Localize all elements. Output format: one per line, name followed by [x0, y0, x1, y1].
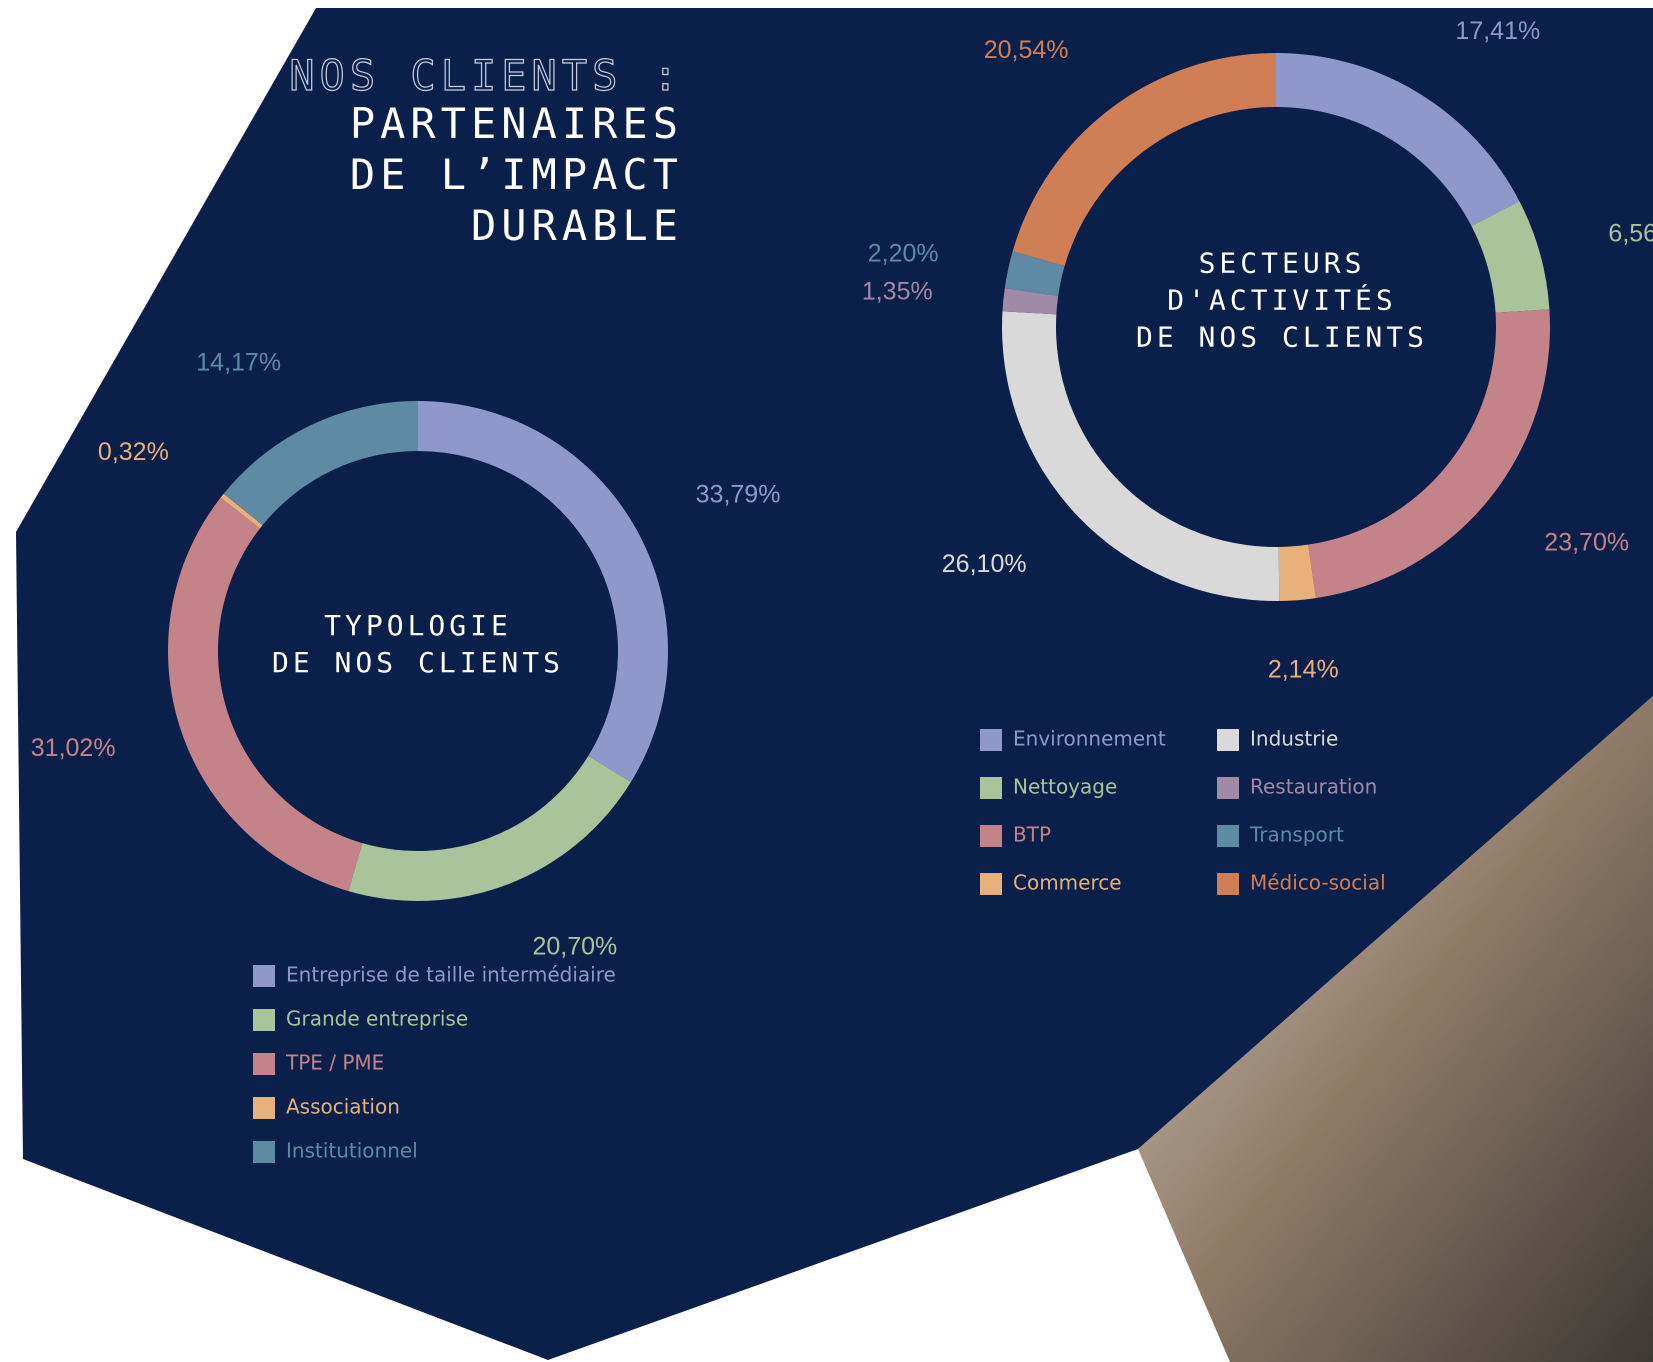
chart-title: D'ACTIVITÉS: [1167, 283, 1396, 317]
value-label: 2,20%: [868, 239, 939, 267]
legend-label: Grande entreprise: [286, 1007, 468, 1031]
donut-segment: [348, 755, 631, 901]
legend-label: Transport: [1249, 823, 1344, 847]
value-label: 33,79%: [696, 481, 781, 509]
donut-segment: [220, 493, 263, 529]
value-label: 26,10%: [942, 550, 1027, 578]
legend-label: BTP: [1013, 823, 1051, 847]
donut-segment: [1308, 309, 1550, 599]
background-shape: [16, 8, 1653, 1360]
value-label: 31,02%: [31, 734, 116, 762]
value-label: 1,35%: [862, 277, 933, 305]
donut-segment: [418, 401, 668, 783]
legend-label: TPE / PME: [285, 1051, 384, 1075]
value-label: 23,70%: [1544, 529, 1629, 557]
legend-label: Entreprise de taille intermédiaire: [286, 963, 616, 987]
legend-swatch: [1217, 777, 1239, 799]
donut-segment: [1001, 311, 1280, 601]
legend-swatch: [253, 1009, 275, 1031]
legend-swatch: [253, 1053, 275, 1075]
donut-segment: [1278, 544, 1316, 601]
legend-label: Institutionnel: [286, 1139, 418, 1163]
legend-swatch: [980, 777, 1002, 799]
donut-segment: [1012, 53, 1276, 267]
donut-segment: [223, 401, 418, 526]
legend-label: Restauration: [1250, 775, 1377, 799]
donut-segment: [1004, 251, 1065, 296]
legend-swatch: [980, 825, 1002, 847]
donut-segment: [1002, 288, 1059, 315]
heading-line: DURABLE: [471, 201, 683, 250]
donut-segment: [167, 497, 363, 892]
donut-segment: [1276, 53, 1520, 227]
heading-line: PARTENAIRES: [350, 99, 683, 148]
legend-swatch: [980, 873, 1002, 895]
legend-swatch: [253, 1097, 275, 1119]
legend-label: Nettoyage: [1013, 775, 1117, 799]
chart-title: SECTEURS: [1199, 247, 1366, 280]
legend-swatch: [253, 1141, 275, 1163]
value-label: 0,32%: [98, 438, 169, 466]
legend-label: Association: [286, 1095, 400, 1119]
chart-title: TYPOLOGIE: [324, 609, 512, 642]
chart-title: DE NOS CLIENTS: [272, 646, 564, 679]
heading-line: NOS CLIENTS :: [289, 51, 683, 100]
legend-label: Commerce: [1013, 871, 1122, 895]
value-label: 14,17%: [196, 349, 281, 377]
value-label: 20,54%: [984, 36, 1069, 64]
photo: [1138, 696, 1653, 1362]
value-label: 2,14%: [1268, 656, 1339, 684]
value-label: 6,56%: [1608, 219, 1653, 247]
chart-title: DE NOS CLIENTS: [1136, 321, 1428, 354]
legend-swatch: [253, 965, 275, 987]
legend-swatch: [1217, 873, 1239, 895]
heading-line: DE L’IMPACT: [350, 150, 683, 199]
value-label: 17,41%: [1455, 17, 1540, 45]
value-label: 20,70%: [532, 932, 617, 960]
legend-label: Environnement: [1013, 727, 1166, 751]
legend-swatch: [1217, 825, 1239, 847]
legend-label: Médico-social: [1250, 871, 1386, 895]
donut-segment: [1471, 201, 1550, 313]
legend-label: Industrie: [1250, 727, 1338, 751]
legend-swatch: [1217, 729, 1239, 751]
legend-swatch: [980, 729, 1002, 751]
